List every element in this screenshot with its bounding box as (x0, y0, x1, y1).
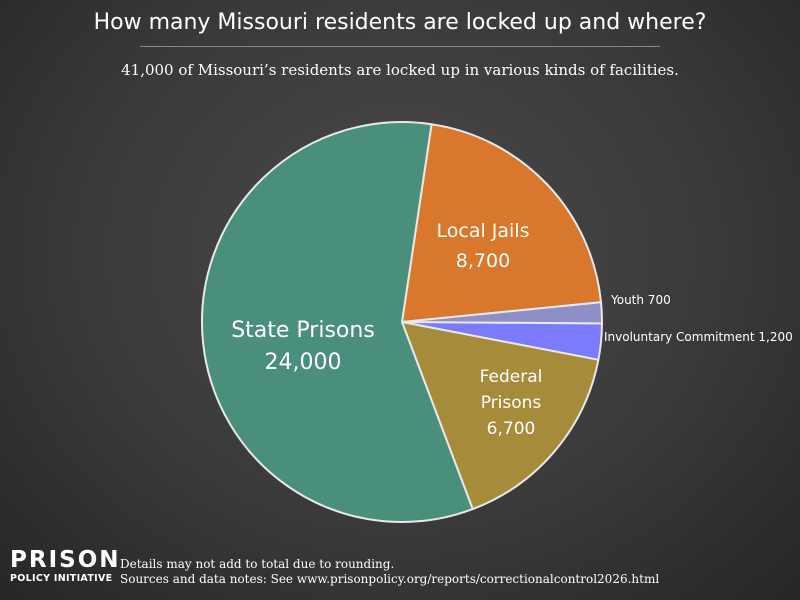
prison-policy-initiative-logo: PRISON POLICY INITIATIVE (10, 548, 121, 586)
chart-subtitle: 41,000 of Missouri’s residents are locke… (121, 61, 679, 79)
sources-note: Sources and data notes: See www.prisonpo… (120, 572, 660, 586)
footer-notes: Details may not add to total due to roun… (120, 557, 659, 587)
slice-label-state-prisons: State Prisons 24,000 (231, 318, 375, 375)
slice-label-federal-prisons: Federal Prisons 6,700 (480, 367, 543, 439)
slice-label-involuntary-commitment: Involuntary Commitment 1,200 (604, 330, 793, 344)
pie-slice-state-prisons (201, 121, 474, 523)
slice-label-youth: Youth 700 (610, 293, 671, 307)
rounding-note: Details may not add to total due to roun… (120, 557, 395, 571)
pie-slice-local-jails (401, 123, 603, 323)
title-divider (140, 46, 660, 47)
pie-slice-federal-prisons (401, 321, 600, 511)
logo-line-1: PRISON (10, 547, 121, 573)
slice-label-local-jails: Local Jails 8,700 (437, 220, 530, 272)
chart-title: How many Missouri residents are locked u… (93, 10, 707, 35)
logo-line-2: POLICY INITIATIVE (10, 573, 113, 584)
